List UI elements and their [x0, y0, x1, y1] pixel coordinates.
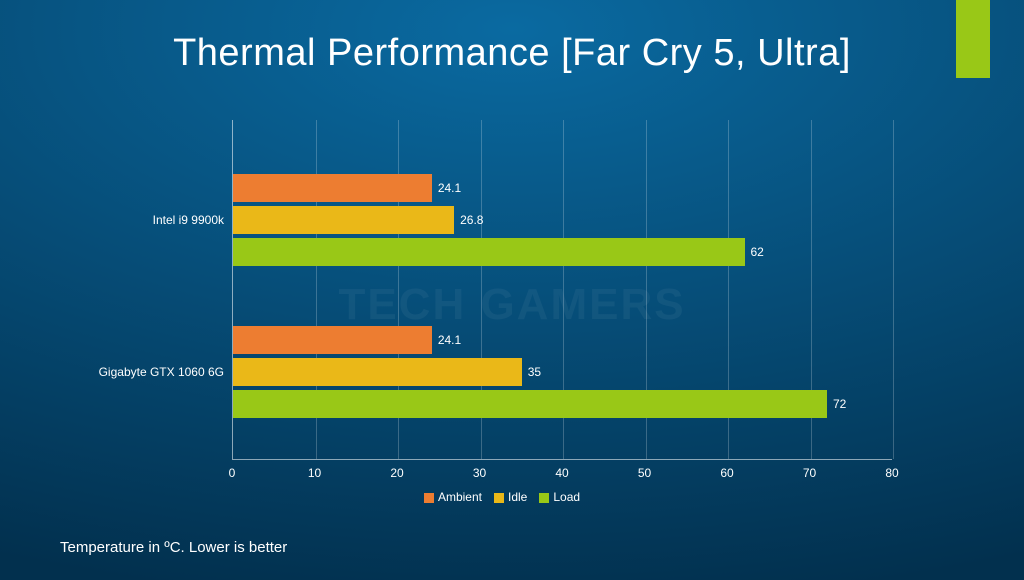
x-tick-label: 60: [720, 466, 733, 480]
x-tick-label: 40: [555, 466, 568, 480]
bar: 24.1: [233, 174, 432, 202]
category-label: Gigabyte GTX 1060 6G: [94, 365, 224, 379]
legend-item: Idle: [494, 490, 527, 504]
bar: 26.8: [233, 206, 454, 234]
x-tick-label: 10: [308, 466, 321, 480]
legend-label: Ambient: [438, 490, 482, 504]
bar-value-label: 26.8: [460, 213, 483, 227]
x-tick-label: 50: [638, 466, 651, 480]
legend-swatch: [539, 493, 549, 503]
legend-swatch: [424, 493, 434, 503]
bar-value-label: 24.1: [438, 181, 461, 195]
x-tick-label: 70: [803, 466, 816, 480]
bar-value-label: 35: [528, 365, 541, 379]
bar: 62: [233, 238, 745, 266]
chart-title: Thermal Performance [Far Cry 5, Ultra]: [0, 32, 1024, 75]
grid-line: [893, 120, 894, 459]
footnote: Temperature in ºC. Lower is better: [60, 539, 287, 556]
category-label: Intel i9 9900k: [94, 213, 224, 227]
bar-value-label: 72: [833, 397, 846, 411]
bar: 35: [233, 358, 522, 386]
bar-value-label: 62: [751, 245, 764, 259]
legend-label: Load: [553, 490, 580, 504]
plot-area: 24.1 26.8 62 24.1 35 72: [232, 120, 892, 460]
legend-item: Load: [539, 490, 580, 504]
thermal-chart: 24.126.86224.13572 AmbientIdleLoad 01020…: [92, 120, 912, 490]
legend-label: Idle: [508, 490, 527, 504]
bar: 72: [233, 390, 827, 418]
bar: 24.1: [233, 326, 432, 354]
legend-item: Ambient: [424, 490, 482, 504]
x-tick-label: 30: [473, 466, 486, 480]
bar-value-label: 24.1: [438, 333, 461, 347]
legend: Ambient Idle Load: [92, 490, 912, 504]
legend-swatch: [494, 493, 504, 503]
x-tick-label: 20: [390, 466, 403, 480]
x-tick-label: 80: [885, 466, 898, 480]
x-tick-label: 0: [229, 466, 236, 480]
